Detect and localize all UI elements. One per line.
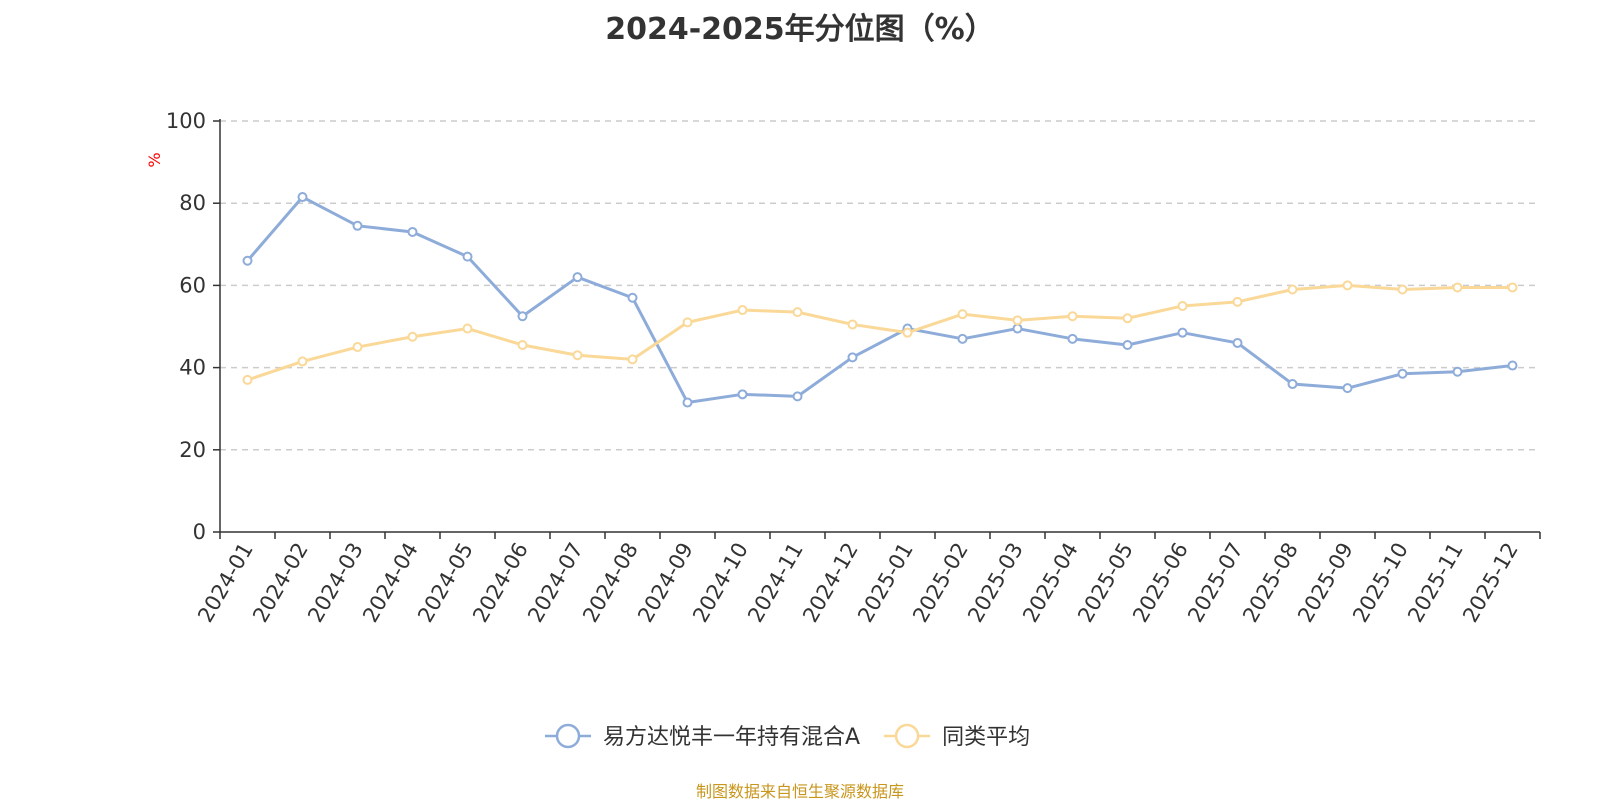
- series-line: [247, 283, 1513, 382]
- data-point: [1342, 383, 1353, 394]
- y-tick-labels: 0 20 40 60 80 100: [166, 109, 206, 544]
- axes: [213, 119, 1541, 539]
- y-tick-label: 80: [179, 191, 206, 215]
- series: [242, 192, 1518, 408]
- y-tick-label: 100: [166, 109, 206, 133]
- legend-label: 同类平均: [942, 725, 1030, 750]
- x-tick-label: 2025-12: [1458, 539, 1523, 627]
- data-point: [792, 391, 803, 402]
- legend-item-1[interactable]: 易方达悦丰一年持有混合A: [545, 723, 860, 750]
- data-point: [1012, 315, 1023, 326]
- data-point: [1507, 360, 1518, 371]
- grid-lines: [220, 120, 1540, 451]
- data-point: [1452, 282, 1463, 293]
- data-point: [1342, 280, 1353, 291]
- data-point: [1177, 327, 1188, 338]
- data-point: [242, 255, 253, 266]
- data-point: [627, 292, 638, 303]
- data-point: [1287, 284, 1298, 295]
- data-point: [792, 307, 803, 318]
- legend-item-2[interactable]: 同类平均: [884, 723, 1030, 750]
- data-point: [957, 309, 968, 320]
- data-point: [737, 305, 748, 316]
- data-point: [572, 272, 583, 283]
- series-2: [242, 280, 1518, 385]
- data-point: [297, 192, 308, 203]
- data-point: [1507, 282, 1518, 293]
- data-point: [737, 389, 748, 400]
- y-tick-label: 60: [179, 273, 206, 297]
- data-point: [352, 220, 363, 231]
- data-point: [407, 226, 418, 237]
- data-point: [572, 350, 583, 361]
- data-point: [682, 317, 693, 328]
- y-tick-label: 0: [193, 520, 206, 544]
- legend[interactable]: 易方达悦丰一年持有混合A 同类平均: [545, 723, 1030, 750]
- series-1: [242, 192, 1518, 408]
- data-point: [1067, 333, 1078, 344]
- data-point: [517, 311, 528, 322]
- data-point: [1122, 339, 1133, 350]
- data-point: [1122, 313, 1133, 324]
- data-point: [1287, 379, 1298, 390]
- legend-marker: [555, 723, 581, 749]
- data-point: [242, 374, 253, 385]
- data-point: [297, 356, 308, 367]
- source-note: 制图数据来自恒生聚源数据库: [695, 782, 904, 801]
- data-point: [1397, 368, 1408, 379]
- data-point: [957, 333, 968, 344]
- data-point: [462, 323, 473, 334]
- legend-marker: [894, 723, 920, 749]
- data-point: [847, 352, 858, 363]
- data-point: [407, 331, 418, 342]
- data-point: [517, 339, 528, 350]
- data-point: [352, 342, 363, 353]
- data-point: [462, 251, 473, 262]
- y-tick-label: 40: [179, 356, 206, 380]
- data-point: [1452, 366, 1463, 377]
- data-point: [1177, 300, 1188, 311]
- series-line: [246, 195, 1513, 405]
- data-point: [1232, 296, 1243, 307]
- y-axis-label: %: [145, 152, 164, 167]
- data-point: [682, 397, 693, 408]
- data-point: [902, 327, 913, 338]
- data-point: [1067, 311, 1078, 322]
- legend-label: 易方达悦丰一年持有混合A: [603, 725, 860, 750]
- data-point: [847, 319, 858, 330]
- data-point: [1012, 323, 1023, 334]
- data-point: [1397, 284, 1408, 295]
- data-point: [1232, 337, 1243, 348]
- data-point: [627, 354, 638, 365]
- x-tick-labels: 2024-012024-022024-032024-042024-052024-…: [193, 539, 1523, 627]
- chart-title: 2024-2025年分位图（%）: [605, 12, 995, 47]
- y-tick-label: 20: [179, 438, 206, 462]
